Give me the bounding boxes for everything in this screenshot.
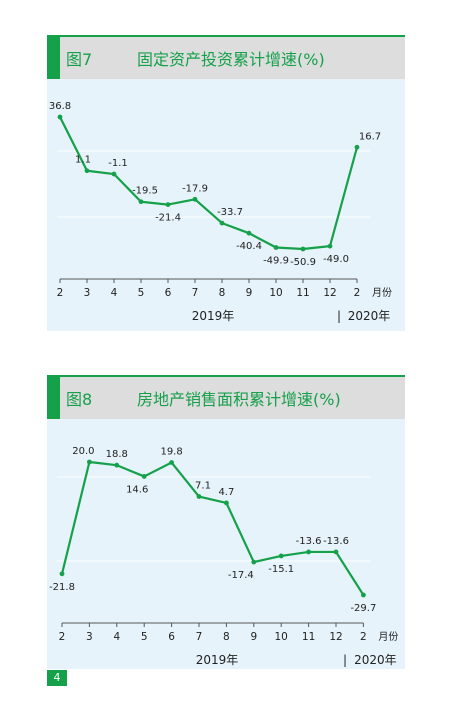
chart-panel-fig7: 图7 固定资产投资累计增速(%) 36.8 1.1 -1.1 -19.5 -21.4 -1… [47,35,405,331]
data-label: -40.4 [236,241,262,252]
x-axis-unit: 月份 [372,287,392,299]
data-point [219,220,225,226]
year-separator: | [343,653,347,667]
data-point [278,553,284,559]
data-label: -21.4 [155,213,181,224]
x-tick-label: 9 [250,631,257,643]
header-top-line [60,35,405,37]
data-label: -13.6 [296,536,322,547]
data-point [87,459,92,465]
data-point [138,199,144,205]
chart-panel-fig8: 图8 房地产销售面积累计增速(%) -21.8 20.0 18.8 14.6 19.8 7… [47,375,405,669]
data-label: -49.0 [323,254,349,265]
data-point [300,246,306,252]
year-label-2019: 2019年 [192,309,235,323]
x-tick-label: 10 [275,631,288,643]
x-tick-label: 3 [84,287,91,299]
year-label-2020: 2020年 [348,309,391,323]
x-tick-label: 7 [196,631,203,643]
chart-header-fig8: 图8 房地产销售面积累计增速(%) [47,375,405,419]
x-tick-label: 7 [192,287,199,299]
x-tick-label: 2 [354,287,361,299]
data-label: 14.6 [126,484,148,495]
year-separator: | [337,309,341,323]
figure-label: 图7 [66,50,93,69]
x-tick-label: 4 [111,287,118,299]
x-tick-label: 5 [141,631,148,643]
data-label: -50.9 [290,257,316,268]
x-tick-label: 4 [113,631,120,643]
data-point [111,171,117,177]
x-tick-label: 11 [296,287,309,299]
header-top-line [60,375,405,377]
data-point [196,494,202,499]
x-tick-label: 2 [57,287,64,299]
page-number: 4 [47,670,67,686]
data-point [361,592,366,598]
chart-title: 固定资产投资累计增速(%) [137,50,325,69]
data-label: -49.9 [263,255,289,266]
header-accent-bar [47,375,60,419]
data-point [59,571,65,577]
data-point [306,549,311,555]
data-label: -17.4 [228,570,254,581]
data-point [354,144,360,150]
data-label: -1.1 [108,158,128,169]
header-accent-bar [47,35,60,79]
data-label: -33.7 [217,207,243,218]
data-point [192,196,198,202]
x-tick-label: 2 [360,631,367,643]
data-point [246,230,252,236]
data-point [141,474,147,479]
data-label: 36.8 [49,101,71,112]
data-label: 18.8 [106,449,128,460]
chart-title: 房地产销售面积累计增速(%) [137,390,341,409]
data-label: -17.9 [182,183,208,194]
x-tick-label: 8 [219,287,226,299]
x-tick-label: 11 [302,631,315,643]
data-point [84,168,90,174]
line-chart-fig8: -21.8 20.0 18.8 14.6 19.8 7.1 4.7 -17.4 -15.1 -13… [49,446,398,667]
data-point [251,559,257,565]
series-line [60,460,365,596]
figure-label: 图8 [66,390,93,409]
year-label-2020: 2020年 [354,653,397,667]
x-tick-label: 9 [246,287,253,299]
chart-header-fig7: 图7 固定资产投资累计增速(%) [47,35,405,79]
line-chart-fig7: 36.81.1 -1.1-19.5-21.4-17.9-33.7-40.4-49.… [49,101,392,323]
data-label: -15.1 [268,564,294,575]
data-point [224,500,229,506]
x-axis-unit: 月份 [378,631,398,643]
data-point [327,243,333,249]
data-label: 19.8 [160,447,182,458]
x-tick-label: 2 [59,631,66,643]
data-label: 7.1 [195,481,211,492]
data-label: 16.7 [359,131,381,142]
x-tick-label: 8 [223,631,230,643]
data-point [333,549,339,555]
x-tick-label: 10 [269,287,282,299]
data-label: -29.7 [350,603,376,614]
data-label: -21.8 [49,582,75,593]
year-label-2019: 2019年 [196,653,239,667]
data-label: -19.5 [132,186,158,197]
x-tick-label: 5 [138,287,145,299]
data-point [273,245,279,250]
x-tick-label: 12 [323,287,336,299]
series-line [59,116,359,251]
data-point [114,462,120,468]
data-point [57,114,63,120]
data-point [165,202,171,207]
x-tick-label: 3 [86,631,93,643]
data-label: 20.0 [72,446,94,457]
x-tick-label: 6 [168,631,175,643]
x-tick-label: 6 [165,287,172,299]
x-tick-label: 12 [329,631,342,643]
data-label: 4.7 [218,487,234,498]
data-label: -13.6 [323,536,349,547]
data-point [169,460,174,465]
data-label: 1.1 [75,155,91,166]
